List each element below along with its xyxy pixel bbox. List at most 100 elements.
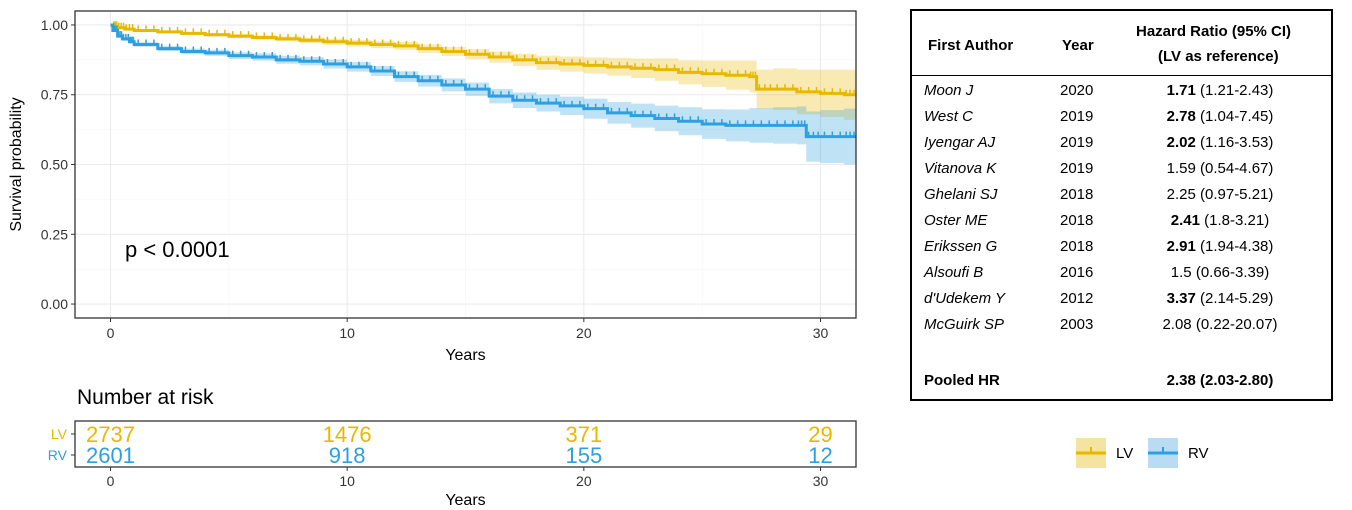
- x-tick-label: 20: [576, 325, 592, 341]
- row-hr-value: 1.71: [1166, 82, 1196, 99]
- row-year: 2003: [1060, 316, 1094, 333]
- table-header: First Author Year Hazard Ratio (95% CI) …: [912, 11, 1331, 76]
- row-year: 2019: [1060, 108, 1094, 125]
- pooled-label: Pooled HR: [924, 372, 1000, 389]
- header-hazard-ratio: Hazard Ratio (95% CI): [1136, 23, 1292, 40]
- row-year: 2020: [1060, 82, 1094, 99]
- row-hr-ci: (0.22-20.07): [1195, 316, 1278, 333]
- risk-table-border: [74, 420, 857, 468]
- y-tick-label: 1.00: [41, 17, 68, 33]
- table-row: Oster ME 2018 2.41 (1.8-3.21): [912, 209, 1331, 235]
- row-hr-ci: (1.21-2.43): [1200, 82, 1274, 99]
- risk-x-tick-label: 0: [107, 473, 115, 489]
- y-tick-label: 0.00: [41, 296, 68, 312]
- row-hr-ci: (0.54-4.67): [1200, 160, 1274, 177]
- survival-curve-lv: [110, 23, 856, 97]
- table-row: Erikssen G 2018 2.91 (1.94-4.38): [912, 235, 1331, 261]
- risk-table: Number at risk LV 2737 1476 371 29 RV 2601 918 15…: [48, 386, 857, 509]
- row-hr-ci: (1.94-4.38): [1200, 238, 1274, 255]
- y-axis-title: Survival probability: [8, 97, 25, 231]
- risk-x-tick-label: 10: [339, 473, 355, 489]
- row-hazard-ratio: 2.78 (1.04-7.45): [1122, 108, 1318, 125]
- row-hazard-ratio: 1.5 (0.66-3.39): [1122, 264, 1318, 281]
- row-hr-value: 1.5: [1170, 264, 1192, 281]
- table-row: d'Udekem Y 2012 3.37 (2.14-5.29): [912, 287, 1331, 313]
- row-hazard-ratio: 1.59 (0.54-4.67): [1122, 160, 1318, 177]
- row-hazard-ratio: 2.02 (1.16-3.53): [1122, 134, 1318, 151]
- row-hr-value: 2.78: [1166, 108, 1196, 125]
- row-author: McGuirk SP: [924, 316, 1005, 333]
- risk-x-tick-label: 20: [576, 473, 592, 489]
- x-tick-label: 30: [813, 325, 829, 341]
- row-author: West C: [924, 108, 973, 125]
- row-hr-value: 3.37: [1166, 290, 1196, 307]
- row-hazard-ratio: 3.37 (2.14-5.29): [1122, 290, 1318, 307]
- legend-label-rv: RV: [1188, 445, 1209, 462]
- pooled-value: 2.38 (2.03-2.80): [1166, 372, 1274, 389]
- risk-count-rv: 12: [808, 443, 832, 468]
- legend-key-rv: [1148, 438, 1178, 468]
- row-hr-value: 2.08: [1162, 316, 1192, 333]
- p-value-annotation: p < 0.0001: [125, 237, 230, 262]
- row-year: 2019: [1060, 134, 1094, 151]
- row-hr-value: 2.25: [1166, 186, 1196, 203]
- row-hr-ci: (1.16-3.53): [1200, 134, 1274, 151]
- row-author: Alsoufi B: [924, 264, 984, 281]
- table-row: West C 2019 2.78 (1.04-7.45): [912, 105, 1331, 131]
- km-plot: 0.00 0.25 0.50 0.75 1.00 0 10 20 30 Years Survival…: [8, 10, 857, 364]
- table-row: Iyengar AJ 2019 2.02 (1.16-3.53): [912, 131, 1331, 157]
- y-tick-label: 0.75: [41, 87, 68, 103]
- row-year: 2012: [1060, 290, 1094, 307]
- row-author: Erikssen G: [924, 238, 998, 255]
- row-hr-value: 2.91: [1166, 238, 1196, 255]
- table-row: Alsoufi B 2016 1.5 (0.66-3.39): [912, 261, 1331, 287]
- header-reference: (LV as reference): [1158, 48, 1279, 65]
- row-hazard-ratio: 2.08 (0.22-20.07): [1122, 316, 1318, 333]
- risk-count-lv: 2737: [86, 422, 135, 447]
- ci-band-lv: [110, 24, 856, 120]
- row-year: 2016: [1060, 264, 1094, 281]
- x-tick-label: 0: [107, 325, 115, 341]
- x-axis-title: Years: [445, 347, 485, 364]
- row-year: 2018: [1060, 238, 1094, 255]
- risk-row-label-lv: LV: [51, 426, 68, 442]
- risk-count-rv: 918: [329, 443, 366, 468]
- row-author: Vitanova K: [924, 160, 997, 177]
- table-row: Ghelani SJ 2018 2.25 (0.97-5.21): [912, 183, 1331, 209]
- risk-x-tick-label: 30: [813, 473, 829, 489]
- row-author: d'Udekem Y: [924, 290, 1005, 307]
- row-author: Oster ME: [924, 212, 988, 229]
- y-tick-label: 0.25: [41, 226, 68, 242]
- row-hazard-ratio: 1.71 (1.21-2.43): [1122, 82, 1318, 99]
- row-author: Iyengar AJ: [924, 134, 996, 151]
- risk-count-rv: 155: [565, 443, 602, 468]
- risk-count-lv: 1476: [323, 422, 372, 447]
- y-tick-label: 0.50: [41, 157, 68, 173]
- risk-count-rv: 2601: [86, 443, 135, 468]
- row-year: 2018: [1060, 212, 1094, 229]
- hazard-ratio-table: First Author Year Hazard Ratio (95% CI) …: [910, 9, 1333, 401]
- risk-table-title: Number at risk: [77, 386, 214, 409]
- table-row: Vitanova K 2019 1.59 (0.54-4.67): [912, 157, 1331, 183]
- risk-count-lv: 29: [808, 422, 832, 447]
- table-row: McGuirk SP 2003 2.08 (0.22-20.07): [912, 313, 1331, 339]
- row-author: Ghelani SJ: [924, 186, 998, 203]
- row-year: 2018: [1060, 186, 1094, 203]
- pooled-row: Pooled HR 2.38 (2.03-2.80): [912, 369, 1331, 395]
- row-hazard-ratio: 2.41 (1.8-3.21): [1122, 212, 1318, 229]
- row-hazard-ratio: 2.25 (0.97-5.21): [1122, 186, 1318, 203]
- header-first-author: First Author: [928, 37, 1014, 54]
- legend-label-lv: LV: [1116, 445, 1134, 462]
- row-hr-ci: (2.14-5.29): [1200, 290, 1274, 307]
- row-hr-ci: (0.97-5.21): [1200, 186, 1274, 203]
- survival-curve-rv: [110, 23, 856, 139]
- risk-count-lv: 371: [565, 422, 602, 447]
- row-hr-value: 1.59: [1166, 160, 1196, 177]
- header-year: Year: [1062, 37, 1094, 54]
- x-tick-label: 10: [339, 325, 355, 341]
- row-author: Moon J: [924, 82, 974, 99]
- row-hr-ci: (0.66-3.39): [1195, 264, 1270, 281]
- risk-row-label-rv: RV: [48, 447, 68, 463]
- row-hazard-ratio: 2.91 (1.94-4.38): [1122, 238, 1318, 255]
